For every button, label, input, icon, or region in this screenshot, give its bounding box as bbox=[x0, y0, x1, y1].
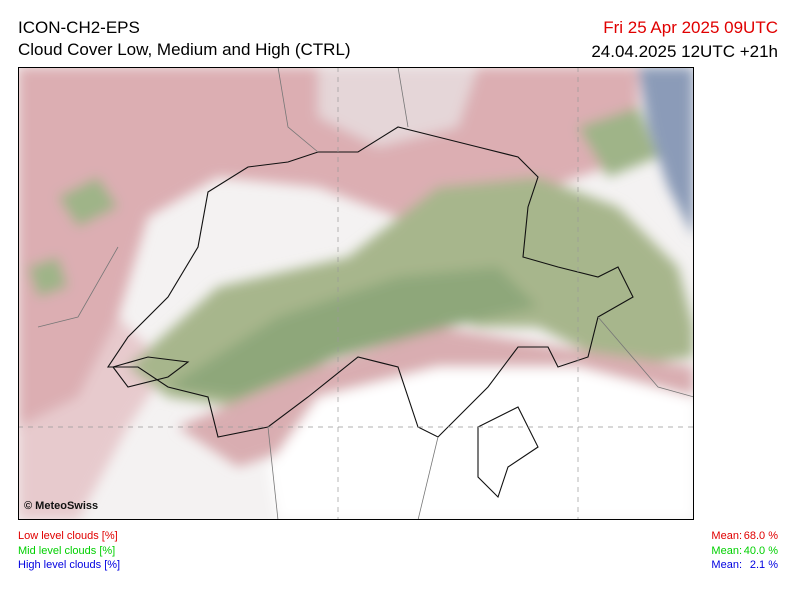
regions bbox=[37, 67, 694, 520]
mean-value: 2.1 % bbox=[749, 559, 778, 571]
legend-label: Low level clouds [%] bbox=[18, 530, 118, 542]
credit: © MeteoSwiss bbox=[24, 500, 98, 512]
graticule bbox=[18, 67, 694, 520]
map-frame bbox=[18, 67, 694, 520]
cloud-field bbox=[18, 67, 694, 520]
mean-label: Mean: bbox=[711, 544, 742, 557]
run-time: 24.04.2025 12UTC +21h bbox=[591, 42, 778, 61]
map: © MeteoSwiss bbox=[18, 67, 694, 520]
mean-value: 40.0 % bbox=[743, 544, 778, 557]
legend-label: High level clouds [%] bbox=[18, 559, 121, 571]
legend-label: Mid level clouds [%] bbox=[18, 544, 116, 557]
valid-time: Fri 25 Apr 2025 09UTC bbox=[603, 18, 778, 37]
mean-label: Mean: bbox=[711, 530, 742, 542]
borders bbox=[106, 126, 634, 499]
title: ICON-CH2-EPS bbox=[18, 18, 140, 37]
subtitle: Cloud Cover Low, Medium and High (CTRL) bbox=[18, 40, 351, 59]
mean-value: 68.0 % bbox=[743, 530, 778, 542]
mean-label: Mean: bbox=[711, 559, 742, 571]
